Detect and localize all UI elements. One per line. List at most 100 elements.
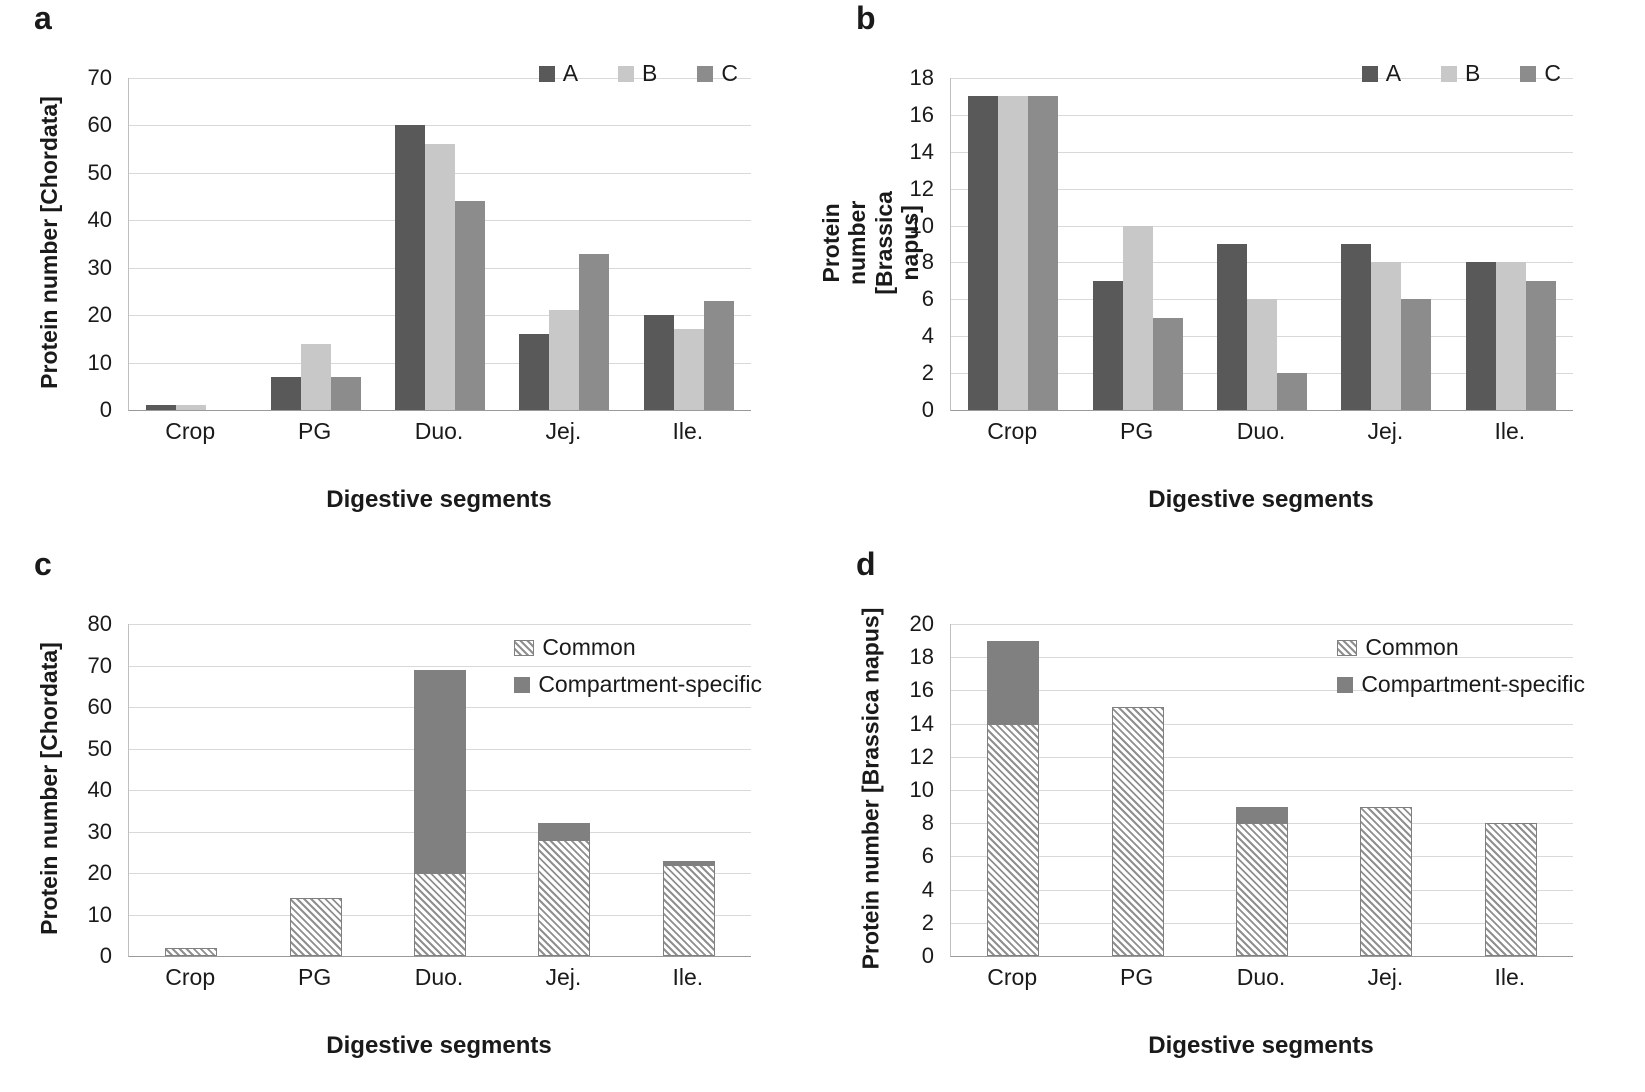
x-tick-label: Duo. [1236, 418, 1286, 444]
x-tick-labels: Crop PG Duo. Jej. Ile. [950, 964, 1572, 994]
bar [395, 125, 425, 410]
plot-area [950, 624, 1573, 957]
x-axis-label: Digestive segments [326, 486, 552, 513]
y-tick-label: 0 [99, 397, 112, 422]
gridline [951, 723, 1573, 725]
bar [146, 405, 177, 410]
y-axis-label: Protein number [Chordata] [35, 96, 62, 389]
bar [1028, 96, 1059, 410]
stacked-bar-segment [1484, 823, 1537, 956]
bar [968, 96, 999, 410]
y-tick-label: 60 [87, 694, 112, 719]
bar [1092, 280, 1123, 410]
stacked-bar-segment [538, 823, 591, 840]
legend-item: Compartment-specific [514, 671, 762, 698]
x-tick-label: Ile. [1494, 418, 1526, 444]
gridline [129, 78, 751, 79]
legend-swatch-icon [697, 65, 714, 82]
bar [1371, 262, 1402, 410]
x-tick-label: Jej. [545, 964, 582, 990]
legend-label: Compartment-specific [538, 671, 762, 697]
bar [519, 334, 550, 410]
x-axis-label: Digestive segments [326, 1032, 552, 1059]
legend-label: A [562, 60, 579, 86]
bar [998, 96, 1029, 410]
gridline [951, 114, 1573, 116]
y-tick-label: 30 [87, 254, 112, 280]
gridline [951, 657, 1573, 659]
plot-area [950, 78, 1573, 411]
bar [643, 315, 674, 410]
bar [703, 300, 734, 410]
y-tick-label: 4 [921, 323, 934, 349]
y-tick-label: 20 [87, 860, 112, 885]
legend: Common Compartment-specific [1337, 634, 1585, 698]
gridline [951, 225, 1573, 227]
legend-label: Common [1365, 634, 1459, 660]
y-tick-label: 12 [909, 175, 934, 201]
bar [549, 310, 580, 410]
bar [1341, 244, 1372, 410]
y-tick-label: 16 [909, 101, 934, 127]
panel-letter: d [856, 546, 876, 582]
bar [1152, 317, 1183, 410]
legend-swatch-icon [1520, 65, 1537, 82]
x-tick-labels: Crop PG Duo. Jej. Ile. [950, 418, 1572, 448]
stacked-bar-segment [538, 839, 591, 956]
y-tick-label: 2 [921, 360, 934, 386]
legend-item: Common [514, 634, 636, 661]
x-tick-label: Crop [987, 418, 1038, 444]
bar [1277, 373, 1307, 410]
legend: A B C [1361, 60, 1561, 87]
stacked-bar-segment [1236, 806, 1288, 824]
legend-label: C [1544, 60, 1561, 86]
panel-letter: b [856, 0, 876, 36]
x-tick-label: Crop [165, 418, 216, 444]
bar [1247, 299, 1277, 410]
legend-item: C [1520, 60, 1561, 87]
y-tick-label: 20 [909, 611, 934, 636]
bar [1495, 262, 1526, 410]
x-tick-label: Duo. [414, 418, 464, 444]
gridline [129, 125, 751, 127]
gridline [951, 624, 1573, 625]
y-tick-label: 4 [921, 876, 934, 902]
stacked-bar-segment [414, 669, 466, 873]
legend-label: B [1465, 60, 1481, 86]
x-axis-label: Digestive segments [1148, 486, 1374, 513]
x-tick-label: Jej. [1367, 964, 1404, 990]
x-axis-label: Digestive segments [1148, 1032, 1374, 1059]
y-tick-label: 60 [87, 112, 112, 138]
stacked-bar-segment [165, 947, 218, 956]
legend-label: A [1385, 60, 1402, 86]
y-tick-label: 14 [909, 138, 934, 164]
gridline [951, 690, 1573, 692]
x-tick-labels: Crop PG Duo. Jej. Ile. [128, 964, 750, 994]
gridline [951, 188, 1573, 190]
legend-swatch-icon [514, 639, 535, 656]
legend-swatch-icon [1337, 639, 1358, 656]
legend-swatch-icon [538, 65, 555, 82]
legend-label: C [721, 60, 738, 86]
stacked-bar-segment [662, 864, 715, 956]
x-tick-label: Crop [165, 964, 216, 990]
y-tick-label: 6 [921, 286, 934, 312]
gridline [129, 665, 751, 667]
legend-label: Common [542, 634, 636, 660]
y-tick-labels: 0 2 4 6 8 10 12 14 16 18 [884, 65, 942, 422]
x-tick-label: PG [297, 418, 332, 444]
y-tick-label: 70 [87, 652, 112, 678]
x-tick-label: Ile. [672, 418, 704, 444]
stacked-bar-segment [987, 723, 1040, 956]
gridline [951, 756, 1573, 758]
y-tick-label: 2 [921, 909, 934, 935]
y-tick-label: 70 [87, 65, 112, 90]
y-tick-label: 18 [909, 644, 934, 670]
x-tick-label: Ile. [1494, 964, 1526, 990]
y-tick-label: 8 [921, 810, 934, 836]
legend-swatch-icon [1441, 65, 1458, 82]
y-tick-labels: 0 10 20 30 40 50 60 70 [62, 65, 120, 422]
y-tick-label: 18 [909, 65, 934, 90]
stacked-bar-segment [289, 897, 342, 956]
